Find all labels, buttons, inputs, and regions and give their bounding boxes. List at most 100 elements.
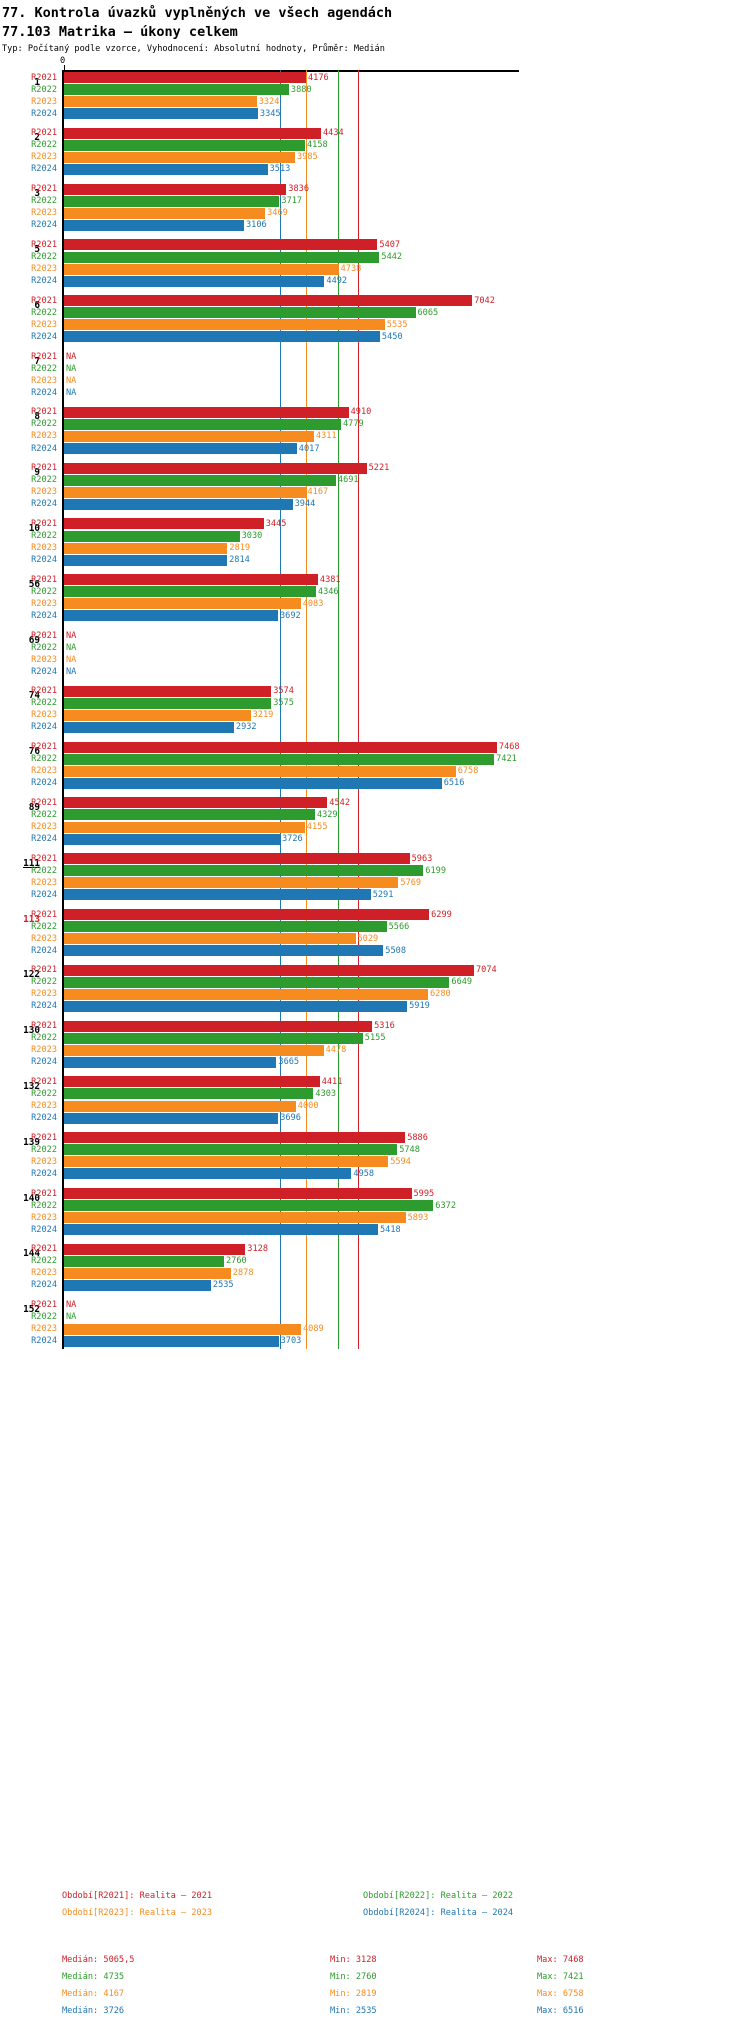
chart-bar[interactable]	[64, 865, 424, 877]
chart-bar[interactable]	[64, 1144, 398, 1156]
chart-bar[interactable]	[64, 1032, 363, 1044]
chart-bar[interactable]	[64, 1088, 314, 1100]
chart-bar[interactable]	[64, 1323, 301, 1335]
chart-bar[interactable]	[64, 1076, 320, 1088]
chart-bar[interactable]	[64, 151, 295, 163]
chart-bar[interactable]	[64, 777, 442, 789]
bar-value-label: 3836	[288, 184, 309, 195]
chart-bar[interactable]	[64, 753, 495, 765]
chart-bar[interactable]	[64, 765, 456, 777]
bar-na-label: NA	[66, 375, 77, 386]
chart-bar[interactable]	[64, 610, 278, 622]
chart-bar[interactable]	[64, 721, 234, 733]
chart-bar[interactable]	[64, 809, 315, 821]
chart-bar[interactable]	[64, 697, 272, 709]
chart-bar[interactable]	[64, 1044, 324, 1056]
bar-value-label: 2535	[212, 1280, 234, 1291]
chart-bar[interactable]	[64, 542, 228, 554]
bar-value-label: 3513	[269, 164, 291, 175]
chart-bar[interactable]	[64, 833, 280, 845]
chart-bar[interactable]	[64, 1267, 231, 1279]
chart-bar[interactable]	[64, 988, 428, 1000]
series-label: R2023	[31, 766, 57, 777]
chart-bar[interactable]	[64, 574, 318, 586]
chart-bar[interactable]	[64, 319, 385, 331]
chart-bar[interactable]	[64, 443, 297, 454]
chart-bar[interactable]	[64, 263, 339, 275]
chart-bar[interactable]	[64, 821, 305, 833]
bar-value-label: 7074	[476, 965, 497, 976]
chart-bar[interactable]	[64, 430, 314, 442]
chart-bar[interactable]	[64, 406, 349, 418]
chart-bar[interactable]	[64, 1112, 279, 1124]
chart-bar[interactable]	[64, 964, 474, 976]
chart-bar[interactable]	[64, 96, 257, 108]
chart-bar[interactable]	[64, 139, 305, 151]
chart-bar[interactable]	[64, 889, 371, 901]
chart-row: R2024 2932	[0, 721, 750, 733]
chart-bar[interactable]	[64, 1000, 408, 1012]
chart-bar[interactable]	[64, 1020, 373, 1032]
chart-bar[interactable]	[64, 853, 410, 865]
chart-bar[interactable]	[64, 239, 378, 251]
chart-bar[interactable]	[64, 685, 272, 697]
chart-bar[interactable]	[64, 275, 325, 287]
chart-bar[interactable]	[64, 498, 293, 510]
chart-bar[interactable]	[64, 195, 280, 207]
series-label: R2021	[31, 1244, 57, 1255]
chart-bar[interactable]	[64, 518, 264, 530]
chart-bar[interactable]	[64, 207, 266, 219]
series-label: R2023	[31, 1156, 57, 1167]
chart-bar[interactable]	[64, 474, 336, 486]
chart-bar[interactable]	[64, 1168, 352, 1180]
chart-bar[interactable]	[64, 1132, 406, 1144]
chart-bar[interactable]	[64, 1156, 389, 1168]
chart-bar[interactable]	[64, 163, 268, 175]
chart-bar[interactable]	[64, 1224, 378, 1236]
chart-bar[interactable]	[64, 1335, 279, 1347]
chart-bar[interactable]	[64, 1255, 224, 1267]
chart-bar[interactable]	[64, 108, 258, 120]
chart-bar[interactable]	[64, 84, 289, 96]
chart-row: R2024 5418	[0, 1224, 750, 1236]
chart-bar[interactable]	[64, 586, 316, 598]
series-label: R2023	[31, 654, 57, 665]
chart-bar[interactable]	[64, 183, 287, 195]
chart-bar[interactable]	[64, 741, 497, 753]
chart-bar[interactable]	[64, 1279, 211, 1291]
stat-max: Max: 6758	[537, 1989, 584, 1999]
chart-bar[interactable]	[64, 307, 416, 319]
series-label: R2024	[31, 1113, 57, 1123]
chart-bar[interactable]	[64, 127, 321, 139]
reference-line	[338, 70, 340, 1350]
chart-bar[interactable]	[64, 295, 473, 307]
chart-bar[interactable]	[64, 909, 430, 920]
series-label: R2024	[31, 276, 57, 287]
chart-bar[interactable]	[64, 251, 380, 263]
chart-bar[interactable]	[64, 1212, 406, 1224]
chart-bar[interactable]	[64, 1243, 246, 1255]
group-label: 139	[23, 1136, 40, 1148]
chart-bar[interactable]	[64, 418, 341, 430]
chart-bar[interactable]	[64, 331, 380, 343]
chart-bar[interactable]	[64, 945, 384, 957]
chart-bar[interactable]	[64, 1188, 412, 1199]
series-label: R2022	[31, 1312, 57, 1323]
chart-bar[interactable]	[64, 1200, 434, 1211]
chart-bar[interactable]	[64, 462, 367, 474]
chart-bar[interactable]	[64, 877, 399, 889]
chart-bar[interactable]	[64, 709, 251, 721]
chart-bar[interactable]	[64, 797, 328, 809]
chart-plot-area: 0 1 R2021 4176 R2022 3880 R2023 3324 R2024 3345 2…	[0, 56, 750, 1876]
chart-bar[interactable]	[64, 933, 356, 945]
chart-bar[interactable]	[64, 486, 306, 498]
chart-bar[interactable]	[64, 598, 301, 610]
chart-bar[interactable]	[64, 976, 450, 988]
chart-bar[interactable]	[64, 1056, 277, 1068]
chart-bar[interactable]	[64, 1100, 296, 1112]
chart-bar[interactable]	[64, 921, 387, 932]
chart-bar[interactable]	[64, 530, 240, 542]
chart-bar[interactable]	[64, 554, 228, 566]
chart-bar[interactable]	[64, 72, 306, 83]
chart-bar[interactable]	[64, 219, 244, 231]
